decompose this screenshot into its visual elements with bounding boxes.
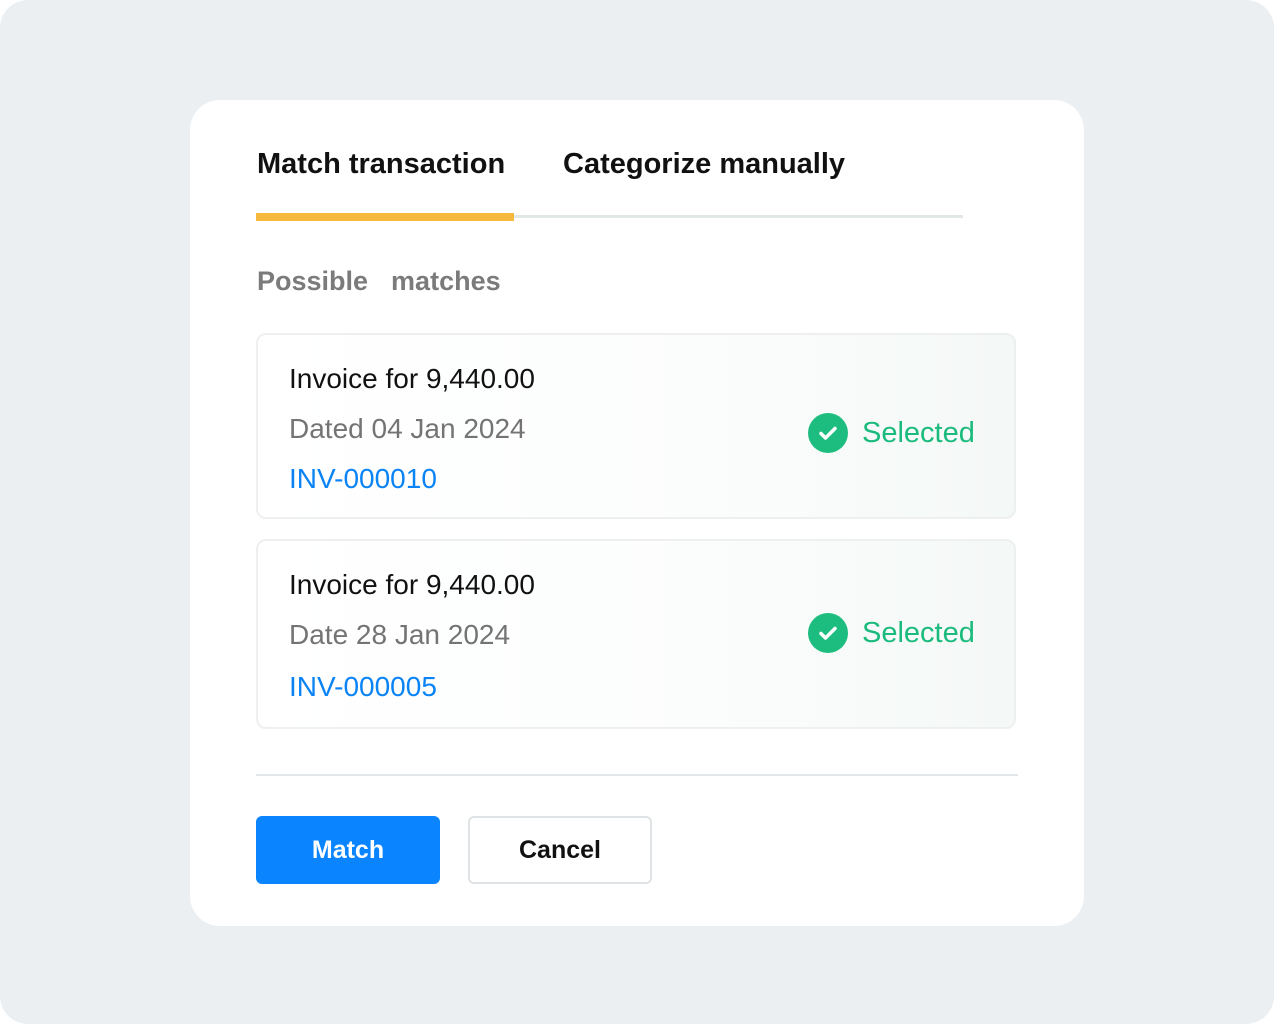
invoice-link[interactable]: INV-000010 bbox=[289, 463, 437, 494]
match-date: Dated 04 Jan 2024 bbox=[289, 413, 526, 444]
match-button[interactable]: Match bbox=[256, 816, 440, 884]
selected-status[interactable]: Selected bbox=[808, 613, 975, 653]
match-date: Date 28 Jan 2024 bbox=[289, 619, 511, 650]
tab-divider bbox=[256, 215, 963, 218]
match-card[interactable]: Invoice for 9,440.00 Date 28 Jan 2024 IN… bbox=[256, 539, 1016, 729]
active-tab-indicator bbox=[256, 213, 514, 221]
selected-status[interactable]: Selected bbox=[808, 413, 975, 453]
match-dialog: Match transaction Categorize manually Po… bbox=[190, 100, 1084, 926]
match-title: Invoice for 9,440.00 bbox=[289, 363, 535, 394]
footer-divider bbox=[256, 774, 1018, 776]
match-card[interactable]: Invoice for 9,440.00 Dated 04 Jan 2024 I… bbox=[256, 333, 1016, 519]
check-circle-icon bbox=[808, 413, 848, 453]
check-circle-icon bbox=[808, 613, 848, 653]
status-label: Selected bbox=[862, 416, 975, 449]
match-title: Invoice for 9,440.00 bbox=[289, 569, 535, 600]
section-title: Possible matches bbox=[257, 266, 501, 296]
tab-categorize-manually[interactable]: Categorize manually bbox=[563, 148, 846, 180]
status-label: Selected bbox=[862, 616, 975, 649]
tab-match-transaction[interactable]: Match transaction bbox=[257, 148, 506, 180]
invoice-link[interactable]: INV-000005 bbox=[289, 671, 437, 702]
cancel-button[interactable]: Cancel bbox=[468, 816, 652, 884]
